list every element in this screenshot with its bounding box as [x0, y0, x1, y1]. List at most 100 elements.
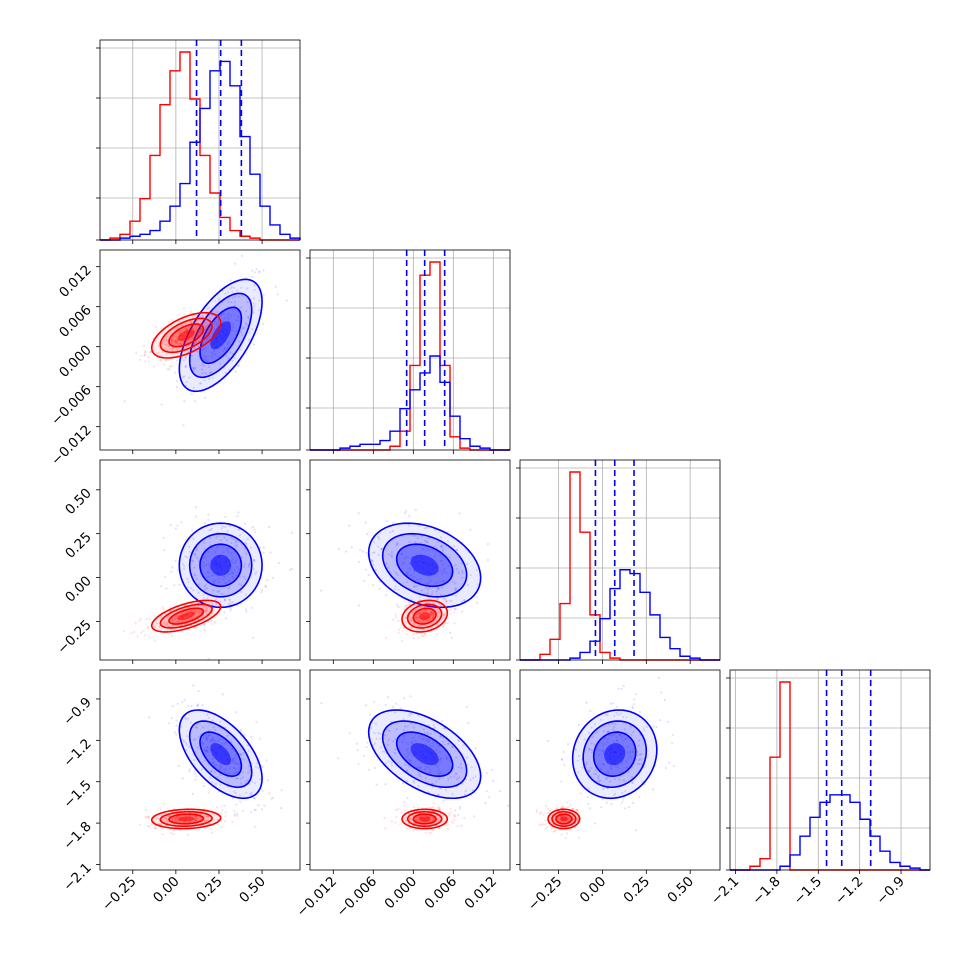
scatter-point: [205, 815, 208, 818]
scatter-point: [421, 547, 425, 551]
scatter-point: [181, 323, 184, 326]
scatter-point: [158, 625, 161, 628]
scatter-point: [618, 778, 621, 781]
scatter-point: [401, 553, 404, 556]
scatter-point: [228, 772, 231, 775]
scatter-point: [177, 764, 181, 768]
scatter-point: [449, 631, 452, 634]
scatter-point: [218, 764, 221, 767]
scatter-point: [641, 780, 644, 783]
scatter-point: [625, 760, 628, 763]
scatter-point: [195, 775, 198, 778]
scatter-point: [234, 262, 237, 265]
scatter-point: [241, 771, 245, 774]
scatter-point: [613, 725, 616, 729]
scatter-point: [418, 736, 421, 739]
scatter-point: [632, 781, 635, 784]
scatter-point: [588, 787, 591, 790]
scatter-point: [611, 733, 614, 736]
scatter-point: [546, 740, 550, 743]
scatter-point: [174, 618, 177, 621]
scatter-point: [413, 623, 416, 627]
histogram-red: [100, 51, 300, 241]
scatter-point: [214, 739, 217, 742]
scatter-point: [194, 815, 197, 819]
scatter-point: [216, 818, 220, 821]
scatter-point: [232, 759, 235, 762]
scatter-point: [427, 536, 430, 540]
scatter-point: [179, 342, 182, 345]
scatter-point: [637, 744, 640, 747]
scatter-point: [233, 304, 236, 307]
scatter-point: [175, 359, 178, 362]
scatter-point: [405, 819, 408, 822]
scatter-point: [130, 632, 133, 635]
scatter-point: [176, 702, 179, 705]
scatter-point: [381, 750, 384, 753]
scatter-point: [471, 789, 474, 792]
scatter-point: [429, 611, 433, 614]
scatter-point: [596, 731, 599, 734]
scatter-point: [436, 588, 439, 591]
scatter-point: [595, 772, 598, 776]
scatter-point: [223, 804, 226, 808]
scatter-point: [175, 341, 178, 344]
scatter-point: [447, 812, 451, 816]
histogram-blue: [520, 569, 720, 661]
scatter-point: [384, 827, 387, 830]
scatter-point: [231, 290, 234, 293]
scatter-point: [612, 741, 616, 744]
scatter-point: [175, 339, 179, 342]
scatter-point: [188, 550, 191, 553]
density-fill: [168, 324, 204, 347]
scatter-point: [254, 531, 257, 534]
scatter-point: [156, 622, 159, 625]
scatter-point: [123, 400, 126, 403]
scatter-point: [228, 598, 231, 601]
scatter-point: [635, 693, 638, 696]
scatter-point: [600, 806, 603, 809]
scatter-point: [416, 766, 419, 769]
scatter-point: [410, 626, 413, 629]
scatter-point: [206, 307, 209, 310]
scatter-point: [171, 319, 174, 322]
scatter-point: [600, 767, 603, 770]
scatter-point: [440, 757, 443, 760]
scatter-point: [230, 286, 233, 289]
scatter-point: [220, 527, 223, 530]
scatter-point: [441, 740, 444, 743]
scatter-point: [615, 712, 618, 715]
scatter-point: [388, 553, 391, 556]
scatter-point: [202, 605, 205, 608]
scatter-point: [145, 617, 148, 620]
scatter-point: [545, 805, 548, 808]
scatter-point: [219, 600, 222, 603]
scatter-point: [415, 617, 419, 621]
scatter-point: [197, 689, 200, 693]
scatter-point: [421, 610, 424, 613]
scatter-point: [488, 796, 491, 799]
scatter-point: [165, 818, 168, 821]
scatter-point: [426, 619, 429, 622]
scatter-point: [251, 780, 254, 783]
scatter-point: [194, 819, 197, 822]
scatter-point: [216, 545, 219, 549]
scatter-point: [202, 565, 205, 568]
scatter-point: [183, 400, 186, 403]
contour-line: [367, 522, 482, 609]
scatter-point: [599, 779, 602, 782]
scatter-point: [135, 351, 138, 354]
scatter-point: [345, 550, 348, 553]
scatter-point: [395, 544, 398, 547]
scatter-point: [196, 601, 200, 604]
scatter-point: [429, 610, 432, 613]
scatter-point: [239, 777, 242, 780]
density-panel-3-0: [99, 669, 301, 871]
scatter-point: [218, 362, 222, 365]
scatter-point: [235, 574, 238, 577]
hist-panel-2: [516, 459, 721, 661]
scatter-point: [205, 737, 208, 741]
scatter-point: [258, 737, 261, 740]
scatter-point: [415, 817, 418, 820]
scatter-point: [231, 601, 234, 604]
